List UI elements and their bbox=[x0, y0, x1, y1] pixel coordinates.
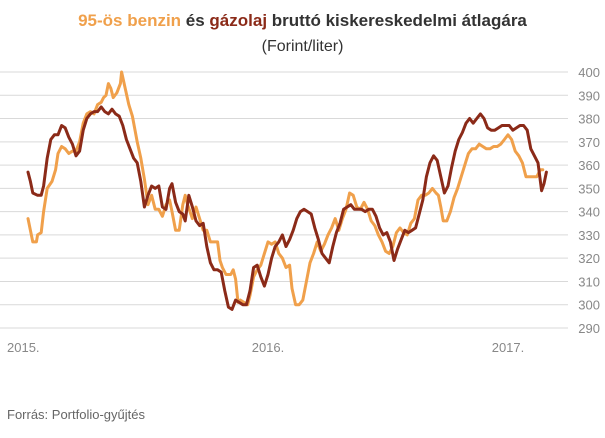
source-note: Forrás: Portfolio-gyűjtés bbox=[7, 407, 145, 422]
y-tick-label: 400 bbox=[578, 65, 600, 80]
chart-title: 95-ös benzin és gázolaj bruttó kiskeresk… bbox=[0, 11, 605, 31]
title-benzin: 95-ös benzin bbox=[78, 11, 182, 30]
x-tick-label: 2015. bbox=[7, 340, 40, 355]
y-tick-label: 330 bbox=[578, 228, 600, 243]
x-tick-label: 2016. bbox=[252, 340, 285, 355]
y-tick-label: 300 bbox=[578, 298, 600, 313]
x-axis-ticks: 2015. 2016. 2017. bbox=[7, 340, 524, 355]
y-tick-label: 380 bbox=[578, 112, 600, 127]
y-tick-label: 290 bbox=[578, 321, 600, 336]
y-tick-label: 310 bbox=[578, 274, 600, 289]
y-tick-label: 360 bbox=[578, 158, 600, 173]
y-tick-label: 320 bbox=[578, 251, 600, 266]
y-tick-label: 390 bbox=[578, 88, 600, 103]
y-tick-label: 340 bbox=[578, 205, 600, 220]
series-line-gazolaj bbox=[26, 105, 548, 311]
x-tick-label: 2017. bbox=[492, 340, 525, 355]
line-chart: 290 300 310 320 330 340 350 360 370 380 390 400 201… bbox=[0, 65, 600, 355]
chart-subtitle: (Forint/liter) bbox=[261, 38, 344, 55]
series-line-benzin bbox=[26, 70, 545, 307]
series-lines bbox=[26, 70, 548, 311]
title-gazolaj: gázolaj bbox=[209, 11, 268, 30]
title-rest: bruttó kiskereskedelmi átlagára bbox=[267, 11, 527, 30]
y-tick-label: 370 bbox=[578, 135, 600, 150]
y-tick-label: 350 bbox=[578, 181, 600, 196]
y-axis-ticks: 290 300 310 320 330 340 350 360 370 380 390 400 bbox=[578, 65, 600, 336]
title-conj: és bbox=[181, 11, 210, 30]
grid-lines bbox=[0, 71, 568, 329]
